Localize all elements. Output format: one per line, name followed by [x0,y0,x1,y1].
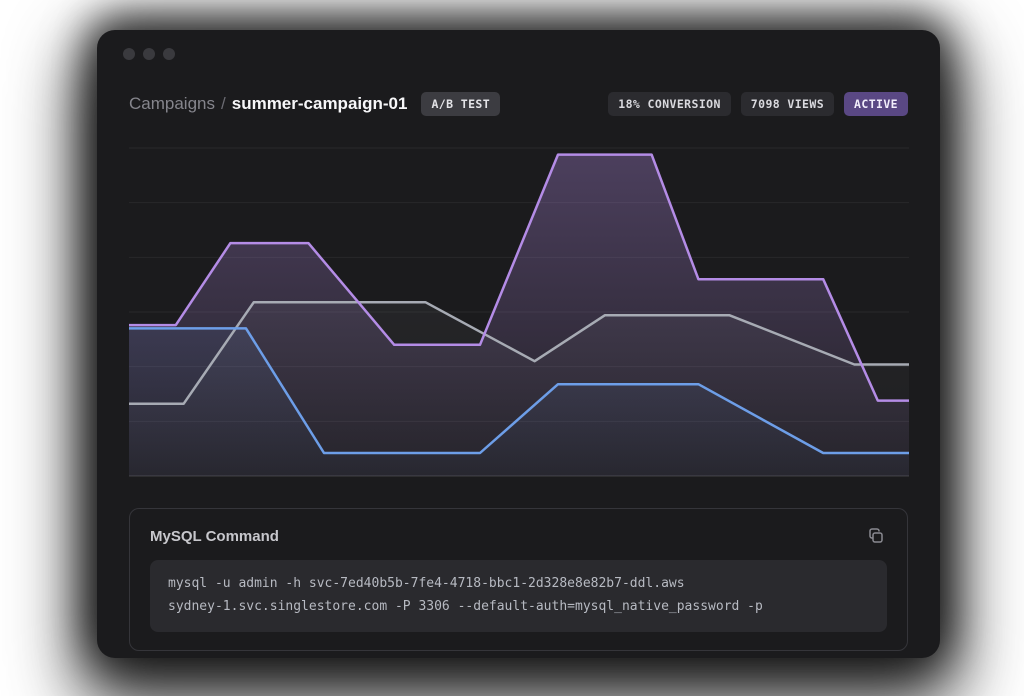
command-line-1: mysql -u admin -h svc-7ed40b5b-7fe4-4718… [168,576,685,591]
command-line-2: sydney-1.svc.singlestore.com -P 3306 --d… [168,598,763,614]
campaign-chart [129,138,909,484]
ab-test-badge: A/B TEST [421,92,501,116]
line-purple [129,153,909,402]
copy-icon [869,528,883,543]
page-title: summer-campaign-01 [231,94,408,113]
line-blue [129,327,909,455]
chart-svg [129,147,909,477]
mysql-card-title: MySQL Command [150,527,279,545]
stats-badges: 18% CONVERSION 7098 VIEWS ACTIVE [608,92,908,116]
line-gray [129,300,909,406]
close-window-button[interactable] [123,48,135,60]
mysql-command-card: MySQL Command mysql -u admin -h svc-7ed4… [129,508,908,651]
minimize-window-button[interactable] [143,48,155,60]
status-badge: ACTIVE [844,92,908,116]
maximize-window-button[interactable] [163,48,175,60]
titlebar [97,30,940,78]
main-content: Campaigns / summer-campaign-01 A/B TEST 18… [97,78,940,651]
area-blue [129,328,909,476]
page-header: Campaigns / summer-campaign-01 A/B TEST 18… [129,92,908,116]
breadcrumb-separator: / [221,94,226,113]
app-window: Campaigns / summer-campaign-01 A/B TEST 18… [97,30,940,658]
breadcrumb-campaigns[interactable]: Campaigns [129,94,215,113]
views-badge: 7098 VIEWS [740,92,835,116]
mysql-command-code[interactable]: mysql -u admin -h svc-7ed40b5b-7fe4-4718… [150,560,887,632]
copy-button[interactable] [865,525,887,547]
conversion-badge: 18% CONVERSION [608,92,731,116]
breadcrumb: Campaigns / summer-campaign-01 [129,94,407,114]
